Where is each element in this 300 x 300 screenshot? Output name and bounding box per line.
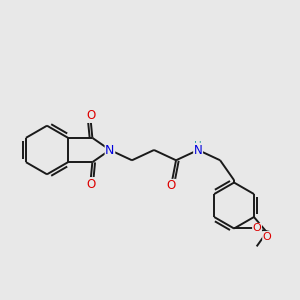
Text: O: O [167,179,176,192]
Text: N: N [194,143,203,157]
Text: N: N [105,143,115,157]
Text: O: O [253,224,261,233]
Text: O: O [86,110,95,122]
Text: H: H [194,141,202,151]
Text: O: O [86,178,95,190]
Text: O: O [263,232,272,242]
